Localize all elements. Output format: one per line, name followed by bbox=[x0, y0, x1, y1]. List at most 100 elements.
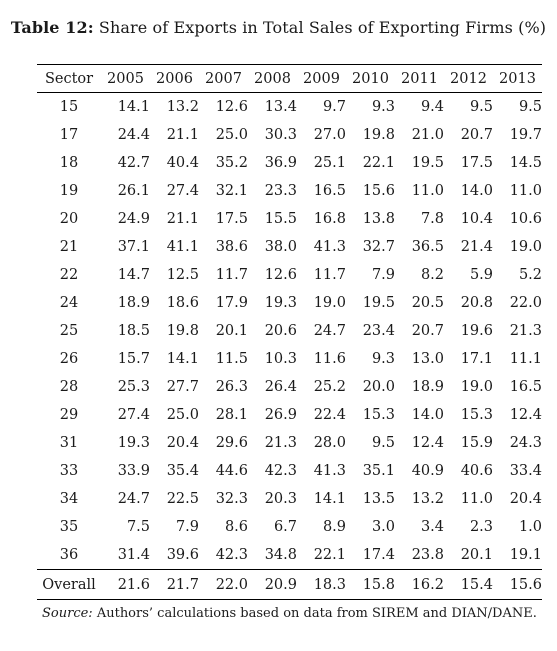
value-cell: 18.5 bbox=[117, 323, 150, 339]
value-cell: 20.0 bbox=[362, 379, 395, 395]
value-cell: 24.4 bbox=[117, 127, 150, 143]
value-cell: 14.1 bbox=[313, 491, 346, 507]
value-cell: 28.0 bbox=[313, 435, 346, 451]
overall-value-cell: 15.6 bbox=[509, 576, 542, 593]
value-cell: 25.1 bbox=[313, 155, 346, 171]
value-cell: 20.6 bbox=[264, 323, 297, 339]
table-row: 22 14.7 12.5 11.7 12.6 11.7 7.9 8.2 5.9 5.2 bbox=[37, 261, 542, 289]
value-cell: 27.7 bbox=[166, 379, 199, 395]
value-cell: 11.6 bbox=[313, 351, 346, 367]
sector-cell: 24 bbox=[59, 295, 79, 311]
table-row: 18 42.7 40.4 35.2 36.9 25.1 22.1 19.5 17.5 14.5 bbox=[37, 149, 542, 177]
value-cell: 11.5 bbox=[215, 351, 248, 367]
value-cell: 19.6 bbox=[460, 323, 493, 339]
value-cell: 35.2 bbox=[215, 155, 248, 171]
overall-label: Overall bbox=[42, 576, 96, 593]
value-cell: 41.3 bbox=[313, 239, 346, 255]
value-cell: 16.5 bbox=[313, 183, 346, 199]
value-cell: 9.5 bbox=[371, 435, 395, 451]
value-cell: 13.5 bbox=[362, 491, 395, 507]
value-cell: 27.4 bbox=[166, 183, 199, 199]
value-cell: 25.0 bbox=[215, 127, 248, 143]
sector-cell: 22 bbox=[59, 267, 79, 283]
value-cell: 32.1 bbox=[215, 183, 248, 199]
value-cell: 22.5 bbox=[166, 491, 199, 507]
value-cell: 39.6 bbox=[166, 547, 199, 563]
value-cell: 19.0 bbox=[460, 379, 493, 395]
value-cell: 6.7 bbox=[273, 519, 297, 535]
value-cell: 42.7 bbox=[117, 155, 150, 171]
table-row: 28 25.3 27.7 26.3 26.4 25.2 20.0 18.9 19.0 16.5 bbox=[37, 373, 542, 401]
table-caption: Table 12: Share of Exports in Total Sale… bbox=[0, 18, 557, 37]
value-cell: 5.9 bbox=[469, 267, 493, 283]
value-cell: 22.4 bbox=[313, 407, 346, 423]
table-row: 17 24.4 21.1 25.0 30.3 27.0 19.8 21.0 20.7 19.7 bbox=[37, 121, 542, 149]
value-cell: 8.9 bbox=[322, 519, 346, 535]
value-cell: 19.3 bbox=[117, 435, 150, 451]
value-cell: 36.9 bbox=[264, 155, 297, 171]
value-cell: 11.0 bbox=[411, 183, 444, 199]
value-cell: 8.2 bbox=[420, 267, 444, 283]
overall-value-cell: 21.6 bbox=[117, 576, 150, 593]
value-cell: 27.4 bbox=[117, 407, 150, 423]
value-cell: 40.4 bbox=[166, 155, 199, 171]
value-cell: 38.0 bbox=[264, 239, 297, 255]
value-cell: 13.4 bbox=[264, 99, 297, 115]
value-cell: 20.7 bbox=[460, 127, 493, 143]
value-cell: 3.4 bbox=[420, 519, 444, 535]
value-cell: 19.1 bbox=[509, 547, 542, 563]
sector-cell: 35 bbox=[59, 519, 79, 535]
overall-value-cell: 20.9 bbox=[264, 576, 297, 593]
value-cell: 32.3 bbox=[215, 491, 248, 507]
value-cell: 17.4 bbox=[362, 547, 395, 563]
table-row: 26 15.7 14.1 11.5 10.3 11.6 9.3 13.0 17.1 11.1 bbox=[37, 345, 542, 373]
column-header-year: 2008 bbox=[254, 70, 291, 87]
value-cell: 9.5 bbox=[518, 99, 542, 115]
table-row: 35 7.5 7.9 8.6 6.7 8.9 3.0 3.4 2.3 1.0 bbox=[37, 513, 542, 541]
value-cell: 19.8 bbox=[166, 323, 199, 339]
value-cell: 14.1 bbox=[117, 99, 150, 115]
column-header-year: 2005 bbox=[107, 70, 144, 87]
table-row: 20 24.9 21.1 17.5 15.5 16.8 13.8 7.8 10.4 10.6 bbox=[37, 205, 542, 233]
sector-cell: 26 bbox=[59, 351, 79, 367]
value-cell: 15.6 bbox=[362, 183, 395, 199]
column-header-year: 2010 bbox=[352, 70, 389, 87]
value-cell: 38.6 bbox=[215, 239, 248, 255]
sector-cell: 20 bbox=[59, 211, 79, 227]
value-cell: 25.0 bbox=[166, 407, 199, 423]
value-cell: 10.3 bbox=[264, 351, 297, 367]
value-cell: 17.5 bbox=[215, 211, 248, 227]
column-header-year: 2006 bbox=[156, 70, 193, 87]
value-cell: 42.3 bbox=[215, 547, 248, 563]
value-cell: 14.5 bbox=[509, 155, 542, 171]
sector-cell: 21 bbox=[59, 239, 79, 255]
sector-cell: 31 bbox=[59, 435, 79, 451]
value-cell: 42.3 bbox=[264, 463, 297, 479]
value-cell: 14.0 bbox=[411, 407, 444, 423]
value-cell: 16.5 bbox=[509, 379, 542, 395]
value-cell: 35.4 bbox=[166, 463, 199, 479]
value-cell: 1.0 bbox=[518, 519, 542, 535]
value-cell: 18.9 bbox=[411, 379, 444, 395]
value-cell: 40.9 bbox=[411, 463, 444, 479]
value-cell: 14.1 bbox=[166, 351, 199, 367]
sector-cell: 19 bbox=[59, 183, 79, 199]
value-cell: 19.8 bbox=[362, 127, 395, 143]
value-cell: 18.9 bbox=[117, 295, 150, 311]
value-cell: 20.1 bbox=[215, 323, 248, 339]
table-row: 34 24.7 22.5 32.3 20.3 14.1 13.5 13.2 11.0 20.4 bbox=[37, 485, 542, 513]
table-row: 29 27.4 25.0 28.1 26.9 22.4 15.3 14.0 15.3 12.4 bbox=[37, 401, 542, 429]
value-cell: 21.3 bbox=[509, 323, 542, 339]
value-cell: 2.3 bbox=[469, 519, 493, 535]
value-cell: 19.5 bbox=[411, 155, 444, 171]
value-cell: 15.9 bbox=[460, 435, 493, 451]
value-cell: 33.4 bbox=[509, 463, 542, 479]
value-cell: 11.0 bbox=[509, 183, 542, 199]
value-cell: 21.1 bbox=[166, 211, 199, 227]
value-cell: 22.1 bbox=[313, 547, 346, 563]
value-cell: 20.7 bbox=[411, 323, 444, 339]
header-row: Sector 2005 2006 2007 2008 2009 2010 2011 2012 20… bbox=[37, 64, 542, 93]
value-cell: 3.0 bbox=[371, 519, 395, 535]
sector-cell: 33 bbox=[59, 463, 79, 479]
overall-value-cell: 15.4 bbox=[460, 576, 493, 593]
